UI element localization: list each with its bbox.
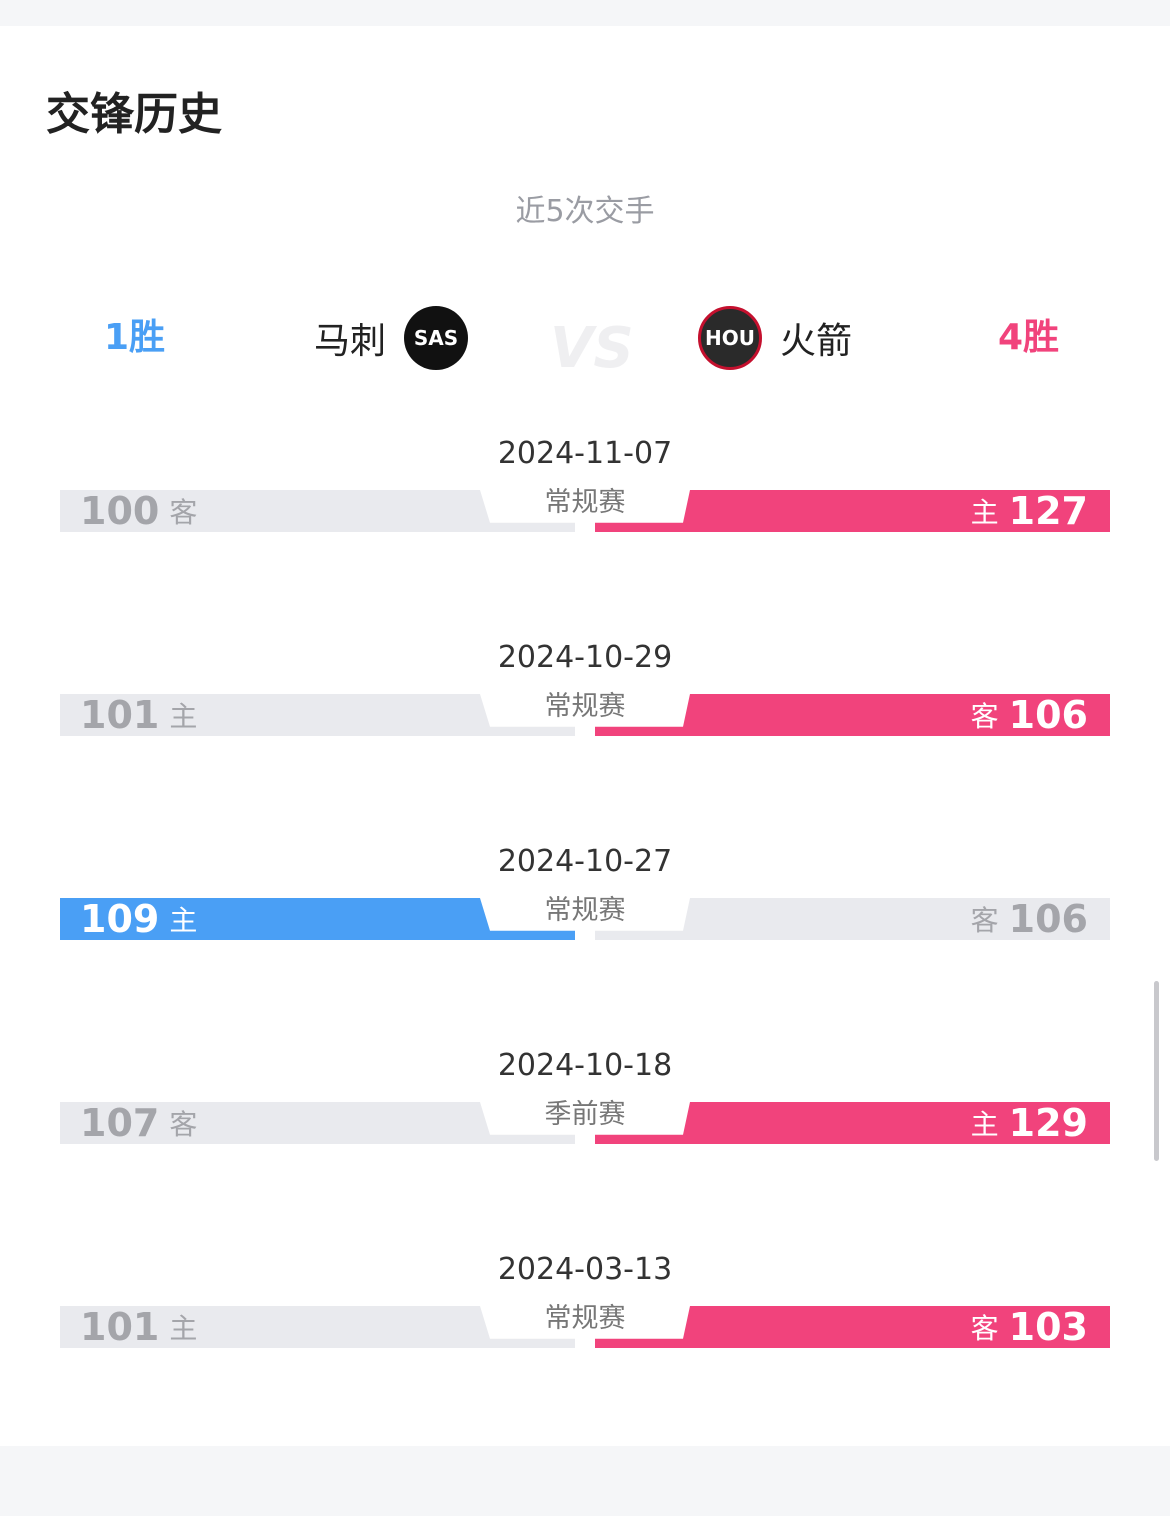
match-date: 2024-10-29 bbox=[497, 640, 673, 675]
left-home-away: 客 bbox=[169, 496, 198, 529]
right-score: 106 bbox=[1008, 897, 1088, 941]
vs-icon: VS bbox=[550, 316, 634, 381]
right-score: 106 bbox=[1008, 693, 1088, 737]
left-score: 100 bbox=[80, 489, 160, 533]
right-score: 103 bbox=[1008, 1305, 1088, 1349]
left-score: 101 bbox=[80, 1305, 160, 1349]
match-type: 常规赛 bbox=[544, 1303, 626, 1334]
left-home-away: 主 bbox=[169, 700, 198, 733]
match-type: 季前赛 bbox=[544, 1099, 626, 1130]
match-type: 常规赛 bbox=[544, 691, 626, 722]
match-row[interactable]: 2024-10-18 季前赛 107 客 主 129 bbox=[0, 1048, 1170, 1158]
left-score: 107 bbox=[80, 1101, 160, 1145]
right-score: 129 bbox=[1008, 1101, 1088, 1145]
right-team-name: 火箭 bbox=[780, 321, 853, 362]
match-type: 常规赛 bbox=[544, 895, 626, 926]
match-row[interactable]: 2024-03-13 常规赛 101 主 客 103 bbox=[0, 1252, 1170, 1362]
left-home-away: 主 bbox=[169, 1312, 198, 1345]
right-score: 127 bbox=[1008, 489, 1088, 533]
match-date: 2024-03-13 bbox=[497, 1252, 673, 1287]
match-date: 2024-10-18 bbox=[497, 1048, 673, 1083]
subtitle: 近5次交手 bbox=[515, 194, 655, 229]
spurs-logo-icon: SAS bbox=[404, 306, 469, 370]
right-score-bar: 主 127 bbox=[595, 490, 1110, 532]
right-home-away: 主 bbox=[970, 1108, 999, 1141]
match-type: 常规赛 bbox=[544, 487, 626, 518]
section-title: 交锋历史 bbox=[46, 89, 222, 140]
right-home-away: 客 bbox=[970, 1312, 999, 1345]
match-row[interactable]: 2024-11-07 常规赛 100 客 主 127 bbox=[0, 436, 1170, 546]
rockets-logo-icon: HOU bbox=[698, 306, 762, 370]
right-home-away: 主 bbox=[970, 496, 999, 529]
left-team-name: 马刺 bbox=[314, 321, 387, 362]
left-score: 101 bbox=[80, 693, 160, 737]
right-team-wins: 4胜 bbox=[998, 317, 1060, 358]
head-to-head-card: 交锋历史 近5次交手 1胜 马刺 SAS VS HOU 火箭 4胜 2024-1… bbox=[0, 26, 1170, 1446]
left-team[interactable]: 马刺 SAS bbox=[314, 306, 469, 370]
right-home-away: 客 bbox=[970, 904, 999, 937]
match-row[interactable]: 2024-10-27 常规赛 109 主 客 106 bbox=[0, 844, 1170, 954]
match-date: 2024-10-27 bbox=[497, 844, 673, 879]
left-team-wins: 1胜 bbox=[104, 317, 166, 358]
right-team[interactable]: HOU 火箭 bbox=[698, 306, 852, 370]
right-home-away: 客 bbox=[970, 700, 999, 733]
match-date: 2024-11-07 bbox=[497, 436, 673, 471]
scrollbar[interactable] bbox=[1154, 981, 1159, 1161]
match-row[interactable]: 2024-10-29 常规赛 101 主 客 106 bbox=[0, 640, 1170, 750]
left-home-away: 客 bbox=[169, 1108, 198, 1141]
left-score: 109 bbox=[80, 897, 160, 941]
left-home-away: 主 bbox=[169, 904, 198, 937]
